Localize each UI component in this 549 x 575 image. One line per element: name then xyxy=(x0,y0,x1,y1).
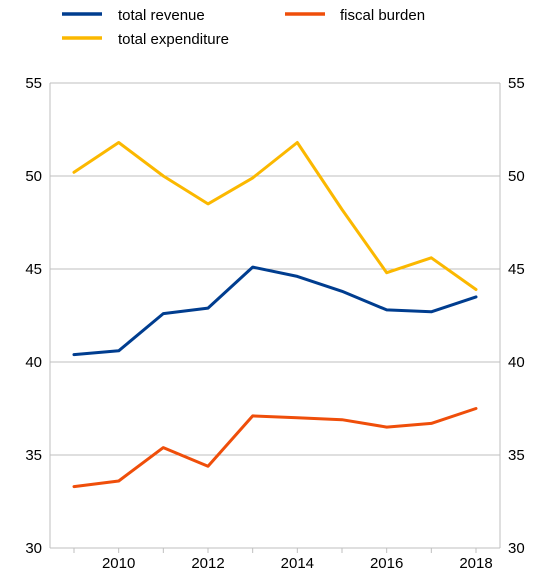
series-line-total-revenue xyxy=(72,265,478,357)
y-tick-label-left-50: 50 xyxy=(25,168,42,185)
legend-label-fiscal-burden: fiscal burden xyxy=(340,7,425,24)
series-lines xyxy=(72,141,478,489)
y-tick-label-left-30: 30 xyxy=(25,540,42,557)
y-tick-label-right-55: 55 xyxy=(508,75,525,92)
series-line-fiscal-burden xyxy=(72,407,478,489)
x-tick-label-2018: 2018 xyxy=(459,555,492,572)
y-tick-label-left-55: 55 xyxy=(25,75,42,92)
y-tick-label-right-50: 50 xyxy=(508,168,525,185)
tick-labels: 30 30 35 35 40 40 45 45 50 50 55 55 2010 2012 2014 2016… xyxy=(25,75,524,572)
legend-label-total-expenditure: total expenditure xyxy=(118,31,229,48)
y-tick-label-right-35: 35 xyxy=(508,447,525,464)
y-tick-label-left-45: 45 xyxy=(25,261,42,278)
series-line-total-expenditure xyxy=(72,141,478,291)
y-tick-label-right-40: 40 xyxy=(508,354,525,371)
gridlines xyxy=(50,82,500,456)
x-tick-label-2016: 2016 xyxy=(370,555,403,572)
y-tick-label-left-40: 40 xyxy=(25,354,42,371)
y-tick-label-right-30: 30 xyxy=(508,540,525,557)
axes xyxy=(49,83,501,553)
x-tick-label-2014: 2014 xyxy=(281,555,314,572)
y-tick-label-left-35: 35 xyxy=(25,447,42,464)
x-tick-label-2010: 2010 xyxy=(102,555,135,572)
legend-label-total-revenue: total revenue xyxy=(118,7,205,24)
legend: total revenue total expenditure fiscal b… xyxy=(62,7,425,48)
y-tick-label-right-45: 45 xyxy=(508,261,525,278)
x-tick-label-2012: 2012 xyxy=(191,555,224,572)
